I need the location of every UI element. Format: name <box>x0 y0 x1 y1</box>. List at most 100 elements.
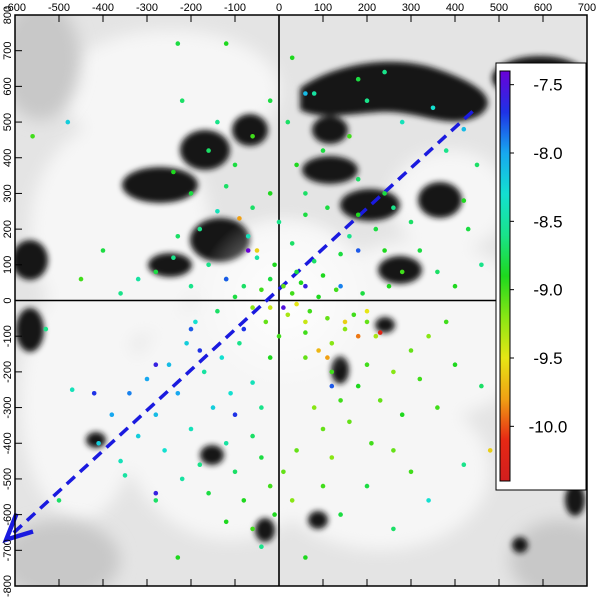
scatter-point <box>254 248 260 253</box>
scatter-point <box>91 391 97 396</box>
scatter-point <box>338 251 343 257</box>
scatter-point <box>228 391 233 396</box>
scatter-point <box>188 426 194 432</box>
scatter-point <box>391 205 396 210</box>
scatter-point <box>377 398 383 403</box>
scatter-point <box>267 305 273 310</box>
scatter-point <box>281 469 286 475</box>
scatter-point <box>232 412 238 418</box>
scatter-point <box>210 405 216 410</box>
scatter-point <box>461 126 467 132</box>
x-tick-label: -400 <box>92 2 114 14</box>
scatter-point <box>351 312 357 318</box>
colorbar-panel <box>495 62 587 491</box>
scatter-point <box>223 276 229 282</box>
scatter-point <box>69 387 75 393</box>
x-tick-label: 500 <box>490 2 508 14</box>
scatter-point <box>100 248 106 253</box>
x-axis-top: -600 -500 -400 -300 -200 -100 0 100 200 300 400 500… <box>4 2 596 22</box>
x-tick-label: -300 <box>136 2 158 14</box>
scatter-point <box>391 448 396 453</box>
y-tick-label: 500 <box>2 113 14 131</box>
colorbar-gradient <box>499 70 511 482</box>
colorbar-tick-label: -8.5 <box>533 212 562 231</box>
scatter-point <box>320 483 326 489</box>
scatter-point <box>377 330 383 335</box>
y-axis-left: -800 -700 -600 -500 -400 -300 -200 -100 0 100 200 3… <box>2 6 22 597</box>
y-tick-label: 800 <box>2 6 14 24</box>
scatter-point <box>267 276 273 282</box>
scatter-point <box>364 308 370 314</box>
scatter-point <box>175 234 181 239</box>
scatter-point <box>122 473 128 478</box>
x-tick-label: 400 <box>446 2 464 14</box>
scatter-point <box>289 498 295 503</box>
scatter-point <box>267 191 273 196</box>
scatter-point <box>171 169 176 175</box>
scatter-point <box>347 134 352 139</box>
scatter-point <box>333 287 339 293</box>
scatter-point <box>382 69 387 75</box>
scatter-point <box>175 555 181 560</box>
scatter-point <box>259 455 264 460</box>
scatter-point <box>355 76 361 82</box>
scatter-point <box>452 283 458 289</box>
scatter-point <box>307 308 313 314</box>
scatter-points <box>30 41 537 560</box>
y-tick-label: -400 <box>2 432 14 454</box>
scatter-point <box>373 333 379 339</box>
scatter-point <box>417 248 423 253</box>
scatter-point <box>96 441 101 446</box>
y-tick-label: -200 <box>2 361 14 383</box>
scatter-point <box>118 291 123 296</box>
scatter-point <box>78 276 84 282</box>
scatter-point <box>263 319 269 325</box>
scatter-point <box>201 369 207 375</box>
scatter-point <box>294 301 299 307</box>
scatter-point <box>175 391 181 396</box>
scatter-point <box>303 330 308 335</box>
scatter-point <box>215 209 220 214</box>
scatter-point <box>56 498 62 503</box>
scatter-point <box>135 276 141 282</box>
scatter-point <box>461 462 467 468</box>
y-tick-label: 100 <box>2 256 14 274</box>
scatter-point <box>355 212 361 218</box>
scatter-point <box>245 234 251 239</box>
scatter-point <box>267 355 273 360</box>
x-tick-label: 300 <box>402 2 420 14</box>
scatter-point <box>391 526 396 532</box>
scatter-point <box>399 412 405 418</box>
colorbar-ticks: -7.5 -8.0 -8.5 -9.0 -9.5 -10.0 <box>510 76 567 436</box>
y-tick-label: 400 <box>2 149 14 167</box>
scatter-point <box>289 241 295 246</box>
scatter-point <box>342 319 348 325</box>
scatter-point <box>382 248 387 253</box>
scatter-point <box>30 134 35 139</box>
scatter-point <box>338 512 343 517</box>
scatter-point <box>298 280 304 286</box>
scatter-point <box>250 433 255 439</box>
x-tick-label: 600 <box>534 2 552 14</box>
scatter-point <box>329 341 335 346</box>
colorbar-tick-label: -9.0 <box>533 281 562 300</box>
scatter-point <box>303 319 308 325</box>
scatter-point <box>435 405 440 410</box>
scatter-point <box>360 291 365 296</box>
scatter-point <box>325 355 330 360</box>
scatter-point <box>479 383 484 389</box>
colorbar: -7.5 -8.0 -8.5 -9.0 -9.5 -10.0 <box>495 62 587 491</box>
scatter-point <box>426 498 431 503</box>
scatter-point <box>127 391 132 396</box>
scatter-point <box>250 526 255 532</box>
scatter-point <box>193 319 198 325</box>
scatter-point <box>206 148 211 153</box>
scatter-point <box>311 258 317 264</box>
scatter-point <box>118 458 123 464</box>
scatter-point <box>135 433 141 439</box>
scatter-point <box>197 226 203 232</box>
scatter-point <box>232 469 238 475</box>
x-tick-label: 200 <box>358 2 376 14</box>
scatter-point <box>250 134 255 139</box>
x-tick-label: -100 <box>224 2 246 14</box>
